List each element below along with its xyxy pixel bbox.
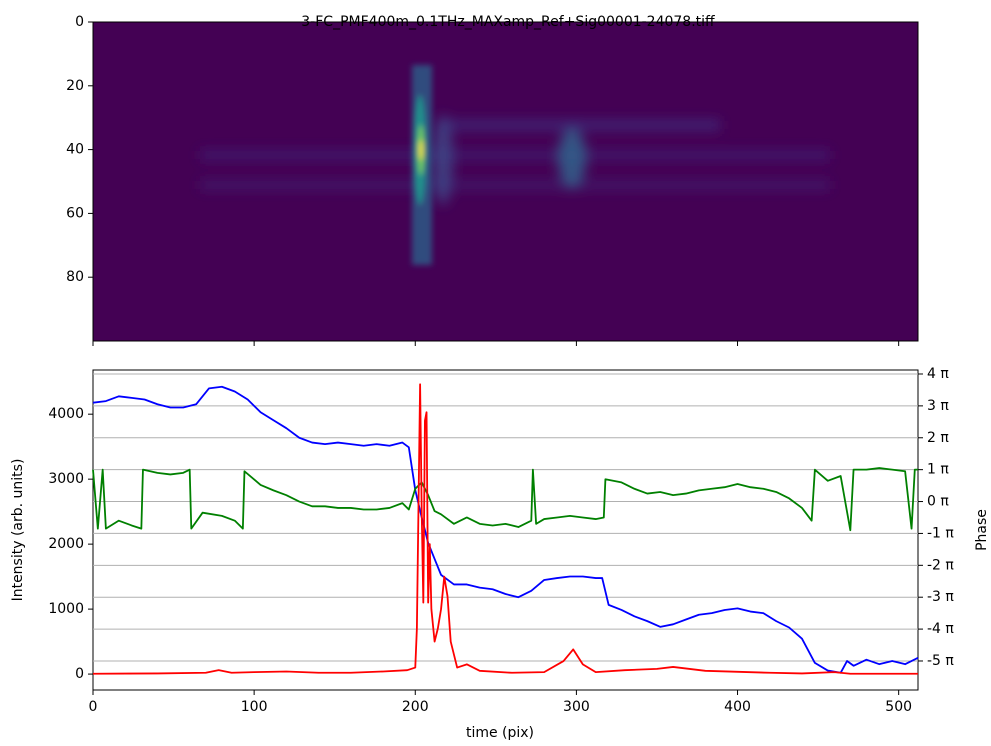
y2-tick-label: 3 π — [927, 398, 949, 414]
y2-tick-label: -3 π — [927, 589, 954, 605]
series-line — [92, 385, 919, 674]
y2-tick-label: -4 π — [927, 621, 954, 637]
x-tick-label: 200 — [402, 699, 429, 715]
heatmap-band — [200, 150, 830, 160]
y-tick-label: 60 — [66, 205, 84, 221]
bottom-frame — [92, 369, 919, 691]
x-tick-label: 100 — [241, 699, 268, 715]
y-tick-label: 0 — [75, 14, 84, 30]
y2-tick-label: 0 π — [927, 494, 949, 510]
y-tick-label: 80 — [66, 269, 84, 285]
top-frame — [92, 21, 919, 342]
y2-tick-label: -1 π — [927, 525, 954, 541]
y-tick-label: 4000 — [48, 406, 84, 422]
series-line — [92, 383, 918, 675]
y-tick-label: 3000 — [48, 471, 84, 487]
x-tick-label: 300 — [563, 699, 590, 715]
y2-tick-label: 1 π — [927, 462, 949, 478]
y-tick-label: 2000 — [48, 536, 84, 552]
x-tick-label: 400 — [724, 699, 751, 715]
x-tick-label: 0 — [89, 699, 98, 715]
x-axis-label: time (pix) — [466, 725, 534, 741]
y2-axis-label: Phase — [974, 509, 990, 551]
heatmap — [93, 22, 918, 341]
x-tick-label: 500 — [885, 699, 912, 715]
y2-tick-label: 2 π — [927, 430, 949, 446]
series-line — [92, 467, 918, 532]
y-tick-label: 1000 — [48, 601, 84, 617]
heatmap-band — [200, 180, 830, 190]
chart-title: 3-FC_PMF400m_0.1THz_MAXamp_Ref+Sig00001-… — [301, 14, 715, 30]
y-tick-label: 40 — [66, 142, 84, 158]
y-tick-label: 20 — [66, 78, 84, 94]
heatmap-bands — [200, 115, 830, 205]
y2-tick-label: -5 π — [927, 653, 954, 669]
y-axis-label: Intensity (arb. units) — [10, 459, 26, 602]
heatmap-blob — [558, 128, 586, 188]
y2-tick-label: -2 π — [927, 557, 954, 573]
heatmap-blob — [419, 140, 423, 160]
heatmap-blob — [433, 115, 453, 205]
heatmap-band — [440, 120, 720, 130]
y-tick-label: 0 — [75, 666, 84, 682]
heatmap-core — [412, 65, 432, 265]
y2-tick-label: 4 π — [927, 366, 949, 382]
